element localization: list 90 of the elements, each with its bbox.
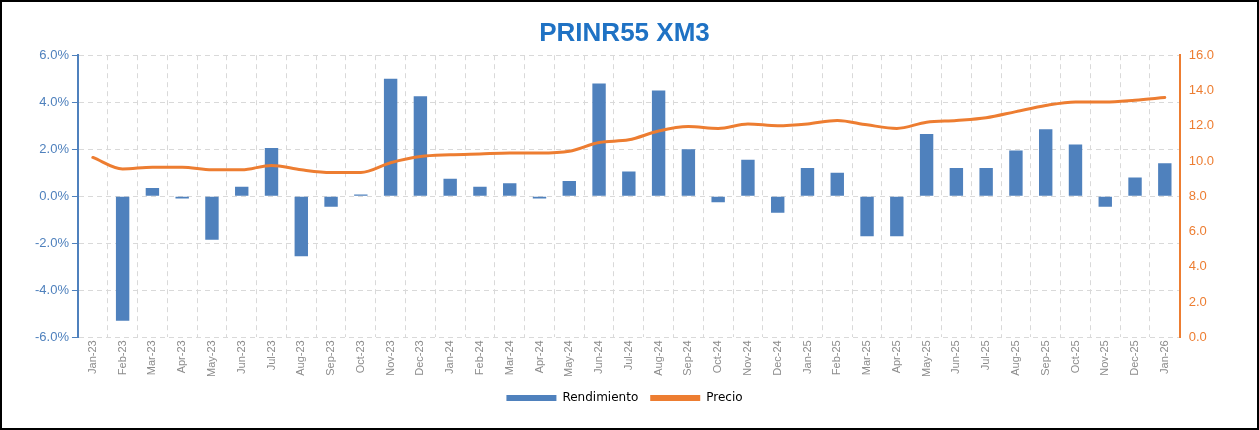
x-tick-label: Jul-23 [264,340,277,371]
bar [830,172,844,196]
x-tick-label: Oct-25 [1068,340,1081,374]
x-tick-label: Feb-24 [472,340,485,376]
legend-label: Precio [706,390,743,405]
bar [443,178,457,196]
x-tick-label: Jan-23 [85,340,98,374]
bar [1128,177,1142,196]
x-tick-label: Oct-24 [711,340,724,374]
bar [1068,144,1083,196]
x-tick-label: Dec-23 [413,340,426,376]
y-tick-label: -2.0% [34,234,70,250]
y-tick-label: -4.0% [34,281,70,297]
x-tick-label: Jan-24 [443,340,456,374]
x-tick-label: Jan-25 [800,340,813,374]
bar [235,186,249,196]
bar [771,196,785,213]
bar [592,83,606,196]
bar [294,196,308,257]
y-tick-label: 6.0% [39,46,70,62]
y2-tick-label: 8.0 [1188,187,1207,203]
x-tick-label: Sep-25 [1038,340,1051,376]
bar [264,148,279,196]
x-tick-label: Sep-23 [324,340,337,376]
x-tick-label: Mar-25 [860,340,873,376]
x-tick-label: Nov-25 [1098,340,1111,376]
x-tick-label: Apr-25 [889,340,902,374]
y2-tick-label: 4.0 [1188,258,1207,274]
x-tick-label: Aug-23 [294,340,307,376]
x-tick-label: Jun-24 [592,340,605,374]
bar [562,180,576,196]
x-tick-label: Apr-24 [532,340,545,374]
bar [503,183,517,196]
bar [115,196,130,321]
bar [890,196,904,237]
y2-tick-label: 16.0 [1188,46,1215,62]
y2-tick-label: 10.0 [1188,152,1215,168]
y2-tick-label: 12.0 [1188,117,1215,133]
y-tick-label: 2.0% [39,140,70,156]
x-tick-label: May-25 [919,340,932,378]
bar [413,96,428,196]
x-tick-label: Mar-24 [502,340,515,376]
x-tick-label: May-24 [562,340,575,378]
x-tick-label: Aug-24 [651,340,664,376]
bar [681,149,696,196]
x-tick-label: Nov-23 [383,340,396,376]
x-tick-label: Apr-23 [175,340,188,374]
x-tick-label: Jul-25 [979,340,992,371]
x-tick-label: Mar-23 [145,340,158,376]
x-tick-label: Feb-25 [830,340,843,376]
y-tick-label: 0.0% [39,187,70,203]
bar [711,196,725,203]
bar [919,133,934,196]
x-tick-label: Sep-24 [681,340,694,376]
line-series [91,96,1167,174]
bar [1039,129,1053,196]
bar [383,78,398,196]
bar [205,196,219,240]
bar [1158,163,1172,196]
bar [1009,150,1023,196]
y2-tick-label: 2.0 [1188,293,1207,309]
x-tick-label: Nov-24 [740,340,753,376]
bar [979,168,993,196]
legend-label: Rendimiento [562,390,639,405]
y-tick-label: -6.0% [34,328,70,344]
bar [800,168,815,196]
y2-tick-label: 0.0 [1188,328,1207,344]
x-tick-label: May-23 [204,340,217,378]
y-tick-label: 4.0% [39,93,70,109]
bar [622,171,636,196]
x-tick-label: Feb-23 [115,340,128,376]
bar [949,168,964,196]
bar [324,196,338,207]
x-tick-label: Jun-25 [949,340,962,374]
x-tick-label: Jan-26 [1157,340,1170,374]
bar [860,196,874,237]
y2-tick-label: 14.0 [1188,82,1215,98]
bar [1098,196,1112,207]
x-tick-label: Jun-23 [234,340,247,374]
x-tick-label: Jul-24 [621,340,634,371]
x-tick-label: Oct-23 [353,340,366,374]
bar [145,188,160,196]
x-tick-label: Dec-24 [770,340,783,376]
chart-title: PRINR55 XM3 [539,16,710,47]
x-tick-label: Aug-25 [1008,340,1021,376]
bar [651,90,666,196]
y2-tick-label: 6.0 [1188,223,1207,239]
x-tick-label: Dec-25 [1128,340,1141,376]
bar [473,186,487,196]
bar [741,159,755,196]
